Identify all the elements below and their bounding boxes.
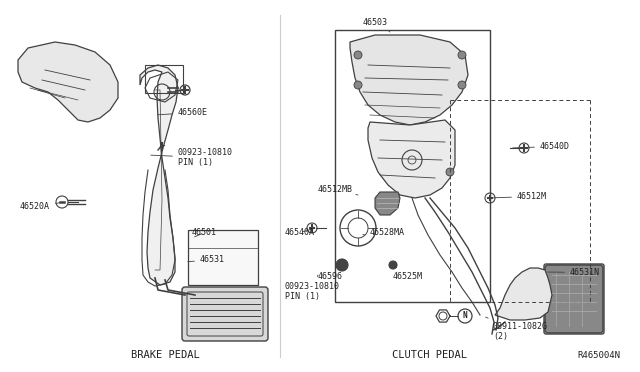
Text: N: N — [463, 311, 467, 321]
Circle shape — [354, 81, 362, 89]
FancyBboxPatch shape — [545, 265, 603, 333]
Circle shape — [389, 261, 397, 269]
Circle shape — [336, 259, 348, 271]
Circle shape — [354, 51, 362, 59]
Polygon shape — [495, 268, 552, 320]
Text: 00923-10810
PIN (1): 00923-10810 PIN (1) — [151, 148, 233, 167]
Polygon shape — [18, 42, 118, 122]
Text: CLUTCH PEDAL: CLUTCH PEDAL — [392, 350, 467, 360]
Bar — [145, 65, 183, 93]
FancyBboxPatch shape — [182, 287, 268, 341]
Polygon shape — [375, 192, 400, 215]
Text: 46531: 46531 — [188, 255, 225, 264]
Text: R465004N: R465004N — [577, 350, 620, 359]
Polygon shape — [350, 35, 468, 125]
Text: 46531N: 46531N — [548, 268, 600, 277]
Text: 46525M: 46525M — [393, 267, 423, 281]
Text: 46540D: 46540D — [513, 142, 570, 151]
Text: 46512MB: 46512MB — [318, 185, 358, 195]
Text: 46560E: 46560E — [158, 108, 208, 117]
Text: 46501: 46501 — [192, 228, 217, 237]
Circle shape — [446, 168, 454, 176]
Bar — [188, 230, 258, 285]
Circle shape — [458, 81, 466, 89]
Text: 46528MA: 46528MA — [363, 228, 405, 237]
Text: 08911-1082G
(2): 08911-1082G (2) — [486, 317, 548, 341]
Text: 46503: 46503 — [363, 18, 390, 32]
Text: 46540A: 46540A — [285, 228, 315, 237]
Bar — [335, 30, 490, 302]
Text: 00923-10810
PIN (1): 00923-10810 PIN (1) — [285, 275, 340, 301]
Polygon shape — [140, 65, 178, 285]
Text: 46512M: 46512M — [490, 192, 547, 201]
Circle shape — [458, 51, 466, 59]
Text: 46520A: 46520A — [20, 202, 62, 211]
Polygon shape — [368, 120, 455, 198]
Text: 46596: 46596 — [318, 265, 343, 281]
Text: BRAKE PEDAL: BRAKE PEDAL — [131, 350, 200, 360]
